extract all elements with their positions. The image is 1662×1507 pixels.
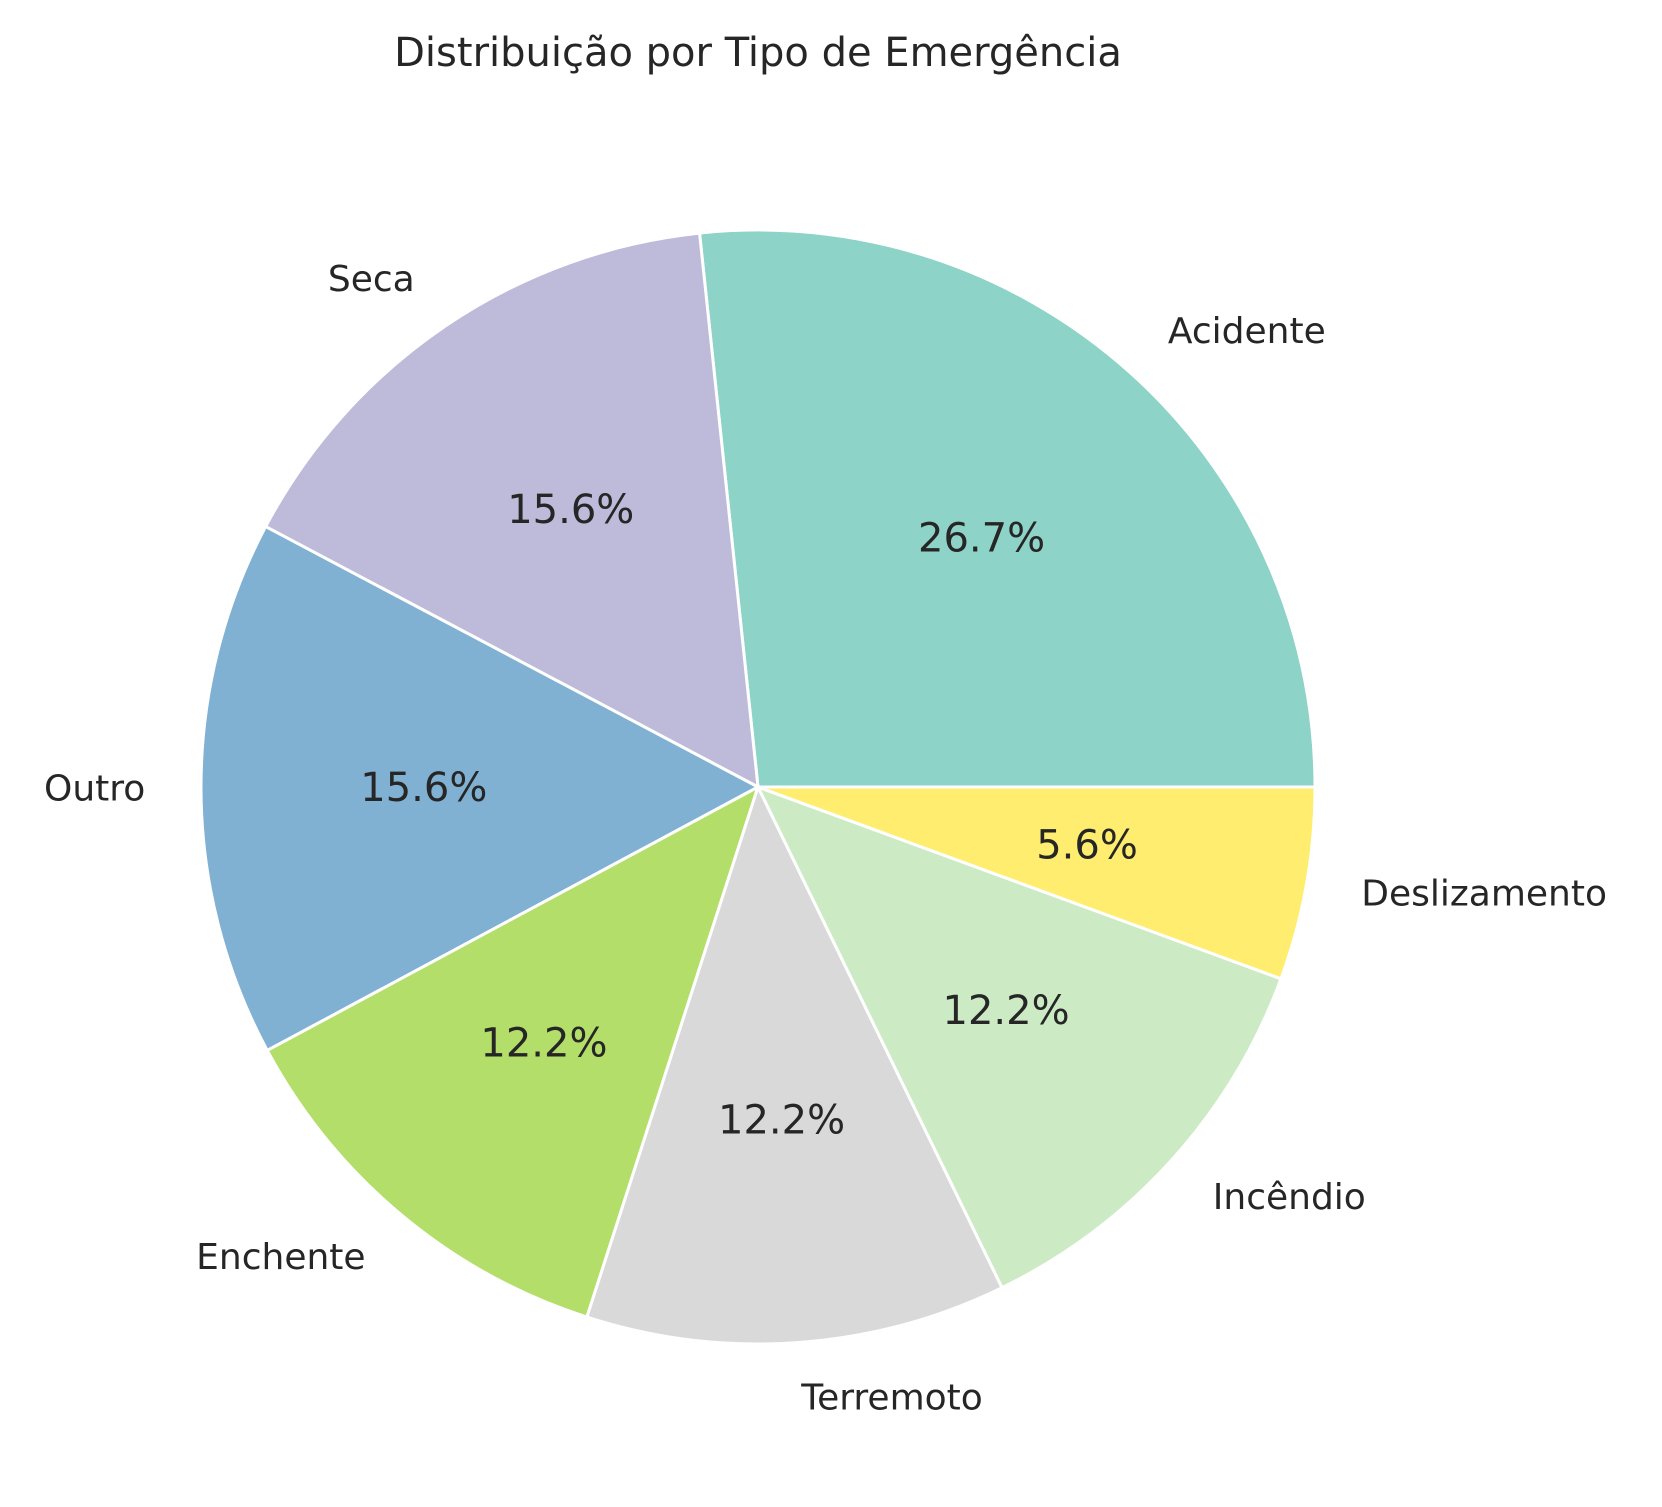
pie-slice-terremoto [585,785,1004,1346]
percentage-labels: 26.7% 15.6% 15.6% 12.2% 12.2% 12.2% 5.6% [360,487,1138,1143]
slice-label-enchente: Enchente [196,1237,365,1278]
pct-label-enchente: 12.2% [480,1021,607,1067]
slice-label-acidente: Acidente [1168,311,1326,352]
pct-label-outro: 15.6% [360,765,487,811]
pie-slice-acidente [698,228,1317,789]
pie-slice-outro [199,525,760,1052]
pie-slice-incendio [756,785,1283,1290]
slice-label-incendio: Incêndio [1213,1177,1366,1218]
pie-slice-deslizamento [756,785,1317,981]
pct-label-incendio: 12.2% [943,988,1070,1034]
pct-label-acidente: 26.7% [918,516,1045,562]
pct-label-terremoto: 12.2% [718,1097,845,1143]
slice-label-seca: Seca [328,259,415,300]
pct-label-deslizamento: 5.6% [1036,822,1138,868]
pie-slice-seca [264,231,760,789]
slice-label-deslizamento: Deslizamento [1361,874,1607,915]
chart-title: Distribuição por Tipo de Emergência [394,30,1122,76]
slice-label-terremoto: Terremoto [800,1378,983,1419]
slice-label-outro: Outro [44,768,145,809]
pct-label-seca: 15.6% [507,487,634,533]
slice-labels: Acidente Seca Outro Enchente Terremoto Incênd… [44,259,1607,1419]
pie-slices [199,228,1317,1346]
pie-slice-enchente [265,785,760,1319]
